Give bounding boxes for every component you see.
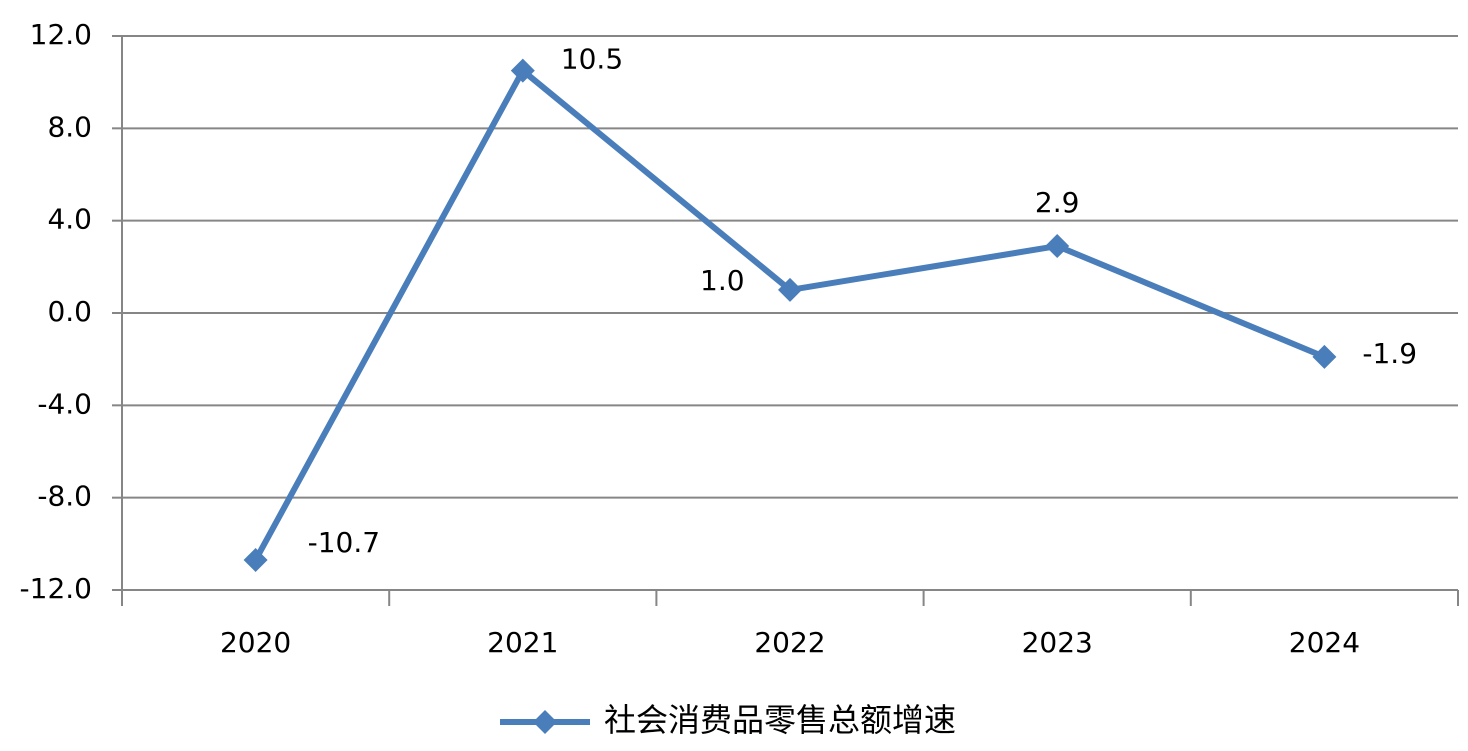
data-point (510, 58, 535, 83)
y-tick-label: 8.0 (47, 110, 92, 143)
data-label: 2.9 (1035, 186, 1080, 219)
legend-text: 社会消费品零售总额增速 (604, 701, 956, 739)
data-point (778, 277, 802, 302)
y-tick-label: -8.0 (37, 480, 92, 513)
data-point (1045, 234, 1070, 259)
x-tick-label: 2024 (1289, 626, 1360, 659)
data-label: -10.7 (308, 526, 380, 559)
y-tick-label: 4.0 (47, 203, 92, 236)
data-label: 10.5 (561, 43, 623, 76)
data-point (1312, 344, 1337, 369)
data-point (243, 547, 268, 572)
y-tick-label: -12.0 (20, 572, 92, 605)
data-label: -1.9 (1362, 337, 1417, 370)
y-tick-label: -4.0 (37, 387, 92, 420)
x-tick-label: 2023 (1022, 626, 1093, 659)
y-tick-label: 0.0 (47, 295, 92, 328)
series-line (252, 67, 1326, 562)
x-tick-label: 2021 (487, 626, 558, 659)
x-tick-label: 2020 (220, 626, 291, 659)
data-label: 1.0 (700, 264, 745, 297)
legend-marker (533, 710, 557, 734)
x-tick-label: 2022 (754, 626, 825, 659)
y-tick-label: 12.0 (30, 18, 92, 51)
